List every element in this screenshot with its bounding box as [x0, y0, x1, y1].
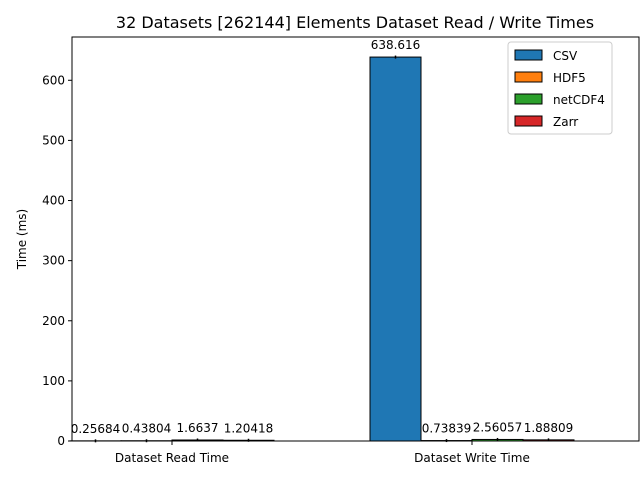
legend-label: CSV	[553, 49, 578, 63]
data-label: 0.43804	[122, 422, 172, 436]
legend-label: Zarr	[553, 115, 578, 129]
legend-swatch	[514, 49, 543, 61]
x-tick-label: Dataset Read Time	[115, 451, 229, 465]
data-label: 0.25684	[71, 422, 121, 436]
x-axis: Dataset Read Time Dataset Write Time	[115, 441, 530, 465]
data-label: 0.73839	[422, 422, 472, 436]
y-tick-label: 500	[42, 133, 65, 147]
y-axis-label: Time (ms)	[15, 209, 29, 271]
data-label: 1.88809	[524, 421, 574, 435]
y-tick-label: 0	[57, 434, 65, 448]
chart-title: 32 Datasets [262144] Elements Dataset Re…	[116, 13, 594, 32]
bar-csv-write	[369, 56, 422, 442]
legend-box	[507, 41, 613, 135]
data-label: 1.6637	[177, 421, 219, 435]
legend-swatch	[514, 71, 543, 83]
legend: CSV HDF5 netCDF4 Zarr	[507, 41, 613, 135]
y-tick-label: 600	[42, 73, 65, 87]
x-tick-label: Dataset Write Time	[414, 451, 530, 465]
legend-label: HDF5	[553, 71, 586, 85]
axes-frame	[71, 36, 640, 442]
legend-label: netCDF4	[553, 93, 605, 107]
bars	[69, 55, 575, 443]
legend-swatch	[514, 93, 543, 105]
y-tick-label: 300	[42, 254, 65, 268]
data-label: 638.616	[371, 38, 421, 52]
y-tick-label: 200	[42, 314, 65, 328]
y-tick-label: 400	[42, 194, 65, 208]
data-label: 2.56057	[473, 420, 523, 434]
y-tick-label: 100	[42, 374, 65, 388]
y-axis: 0 100 200 300 400 500 600	[42, 73, 72, 448]
legend-swatch	[514, 115, 543, 127]
data-labels: 0.25684 0.43804 1.6637 1.20418 638.616 0.7383…	[71, 38, 574, 436]
data-label: 1.20418	[224, 421, 274, 435]
